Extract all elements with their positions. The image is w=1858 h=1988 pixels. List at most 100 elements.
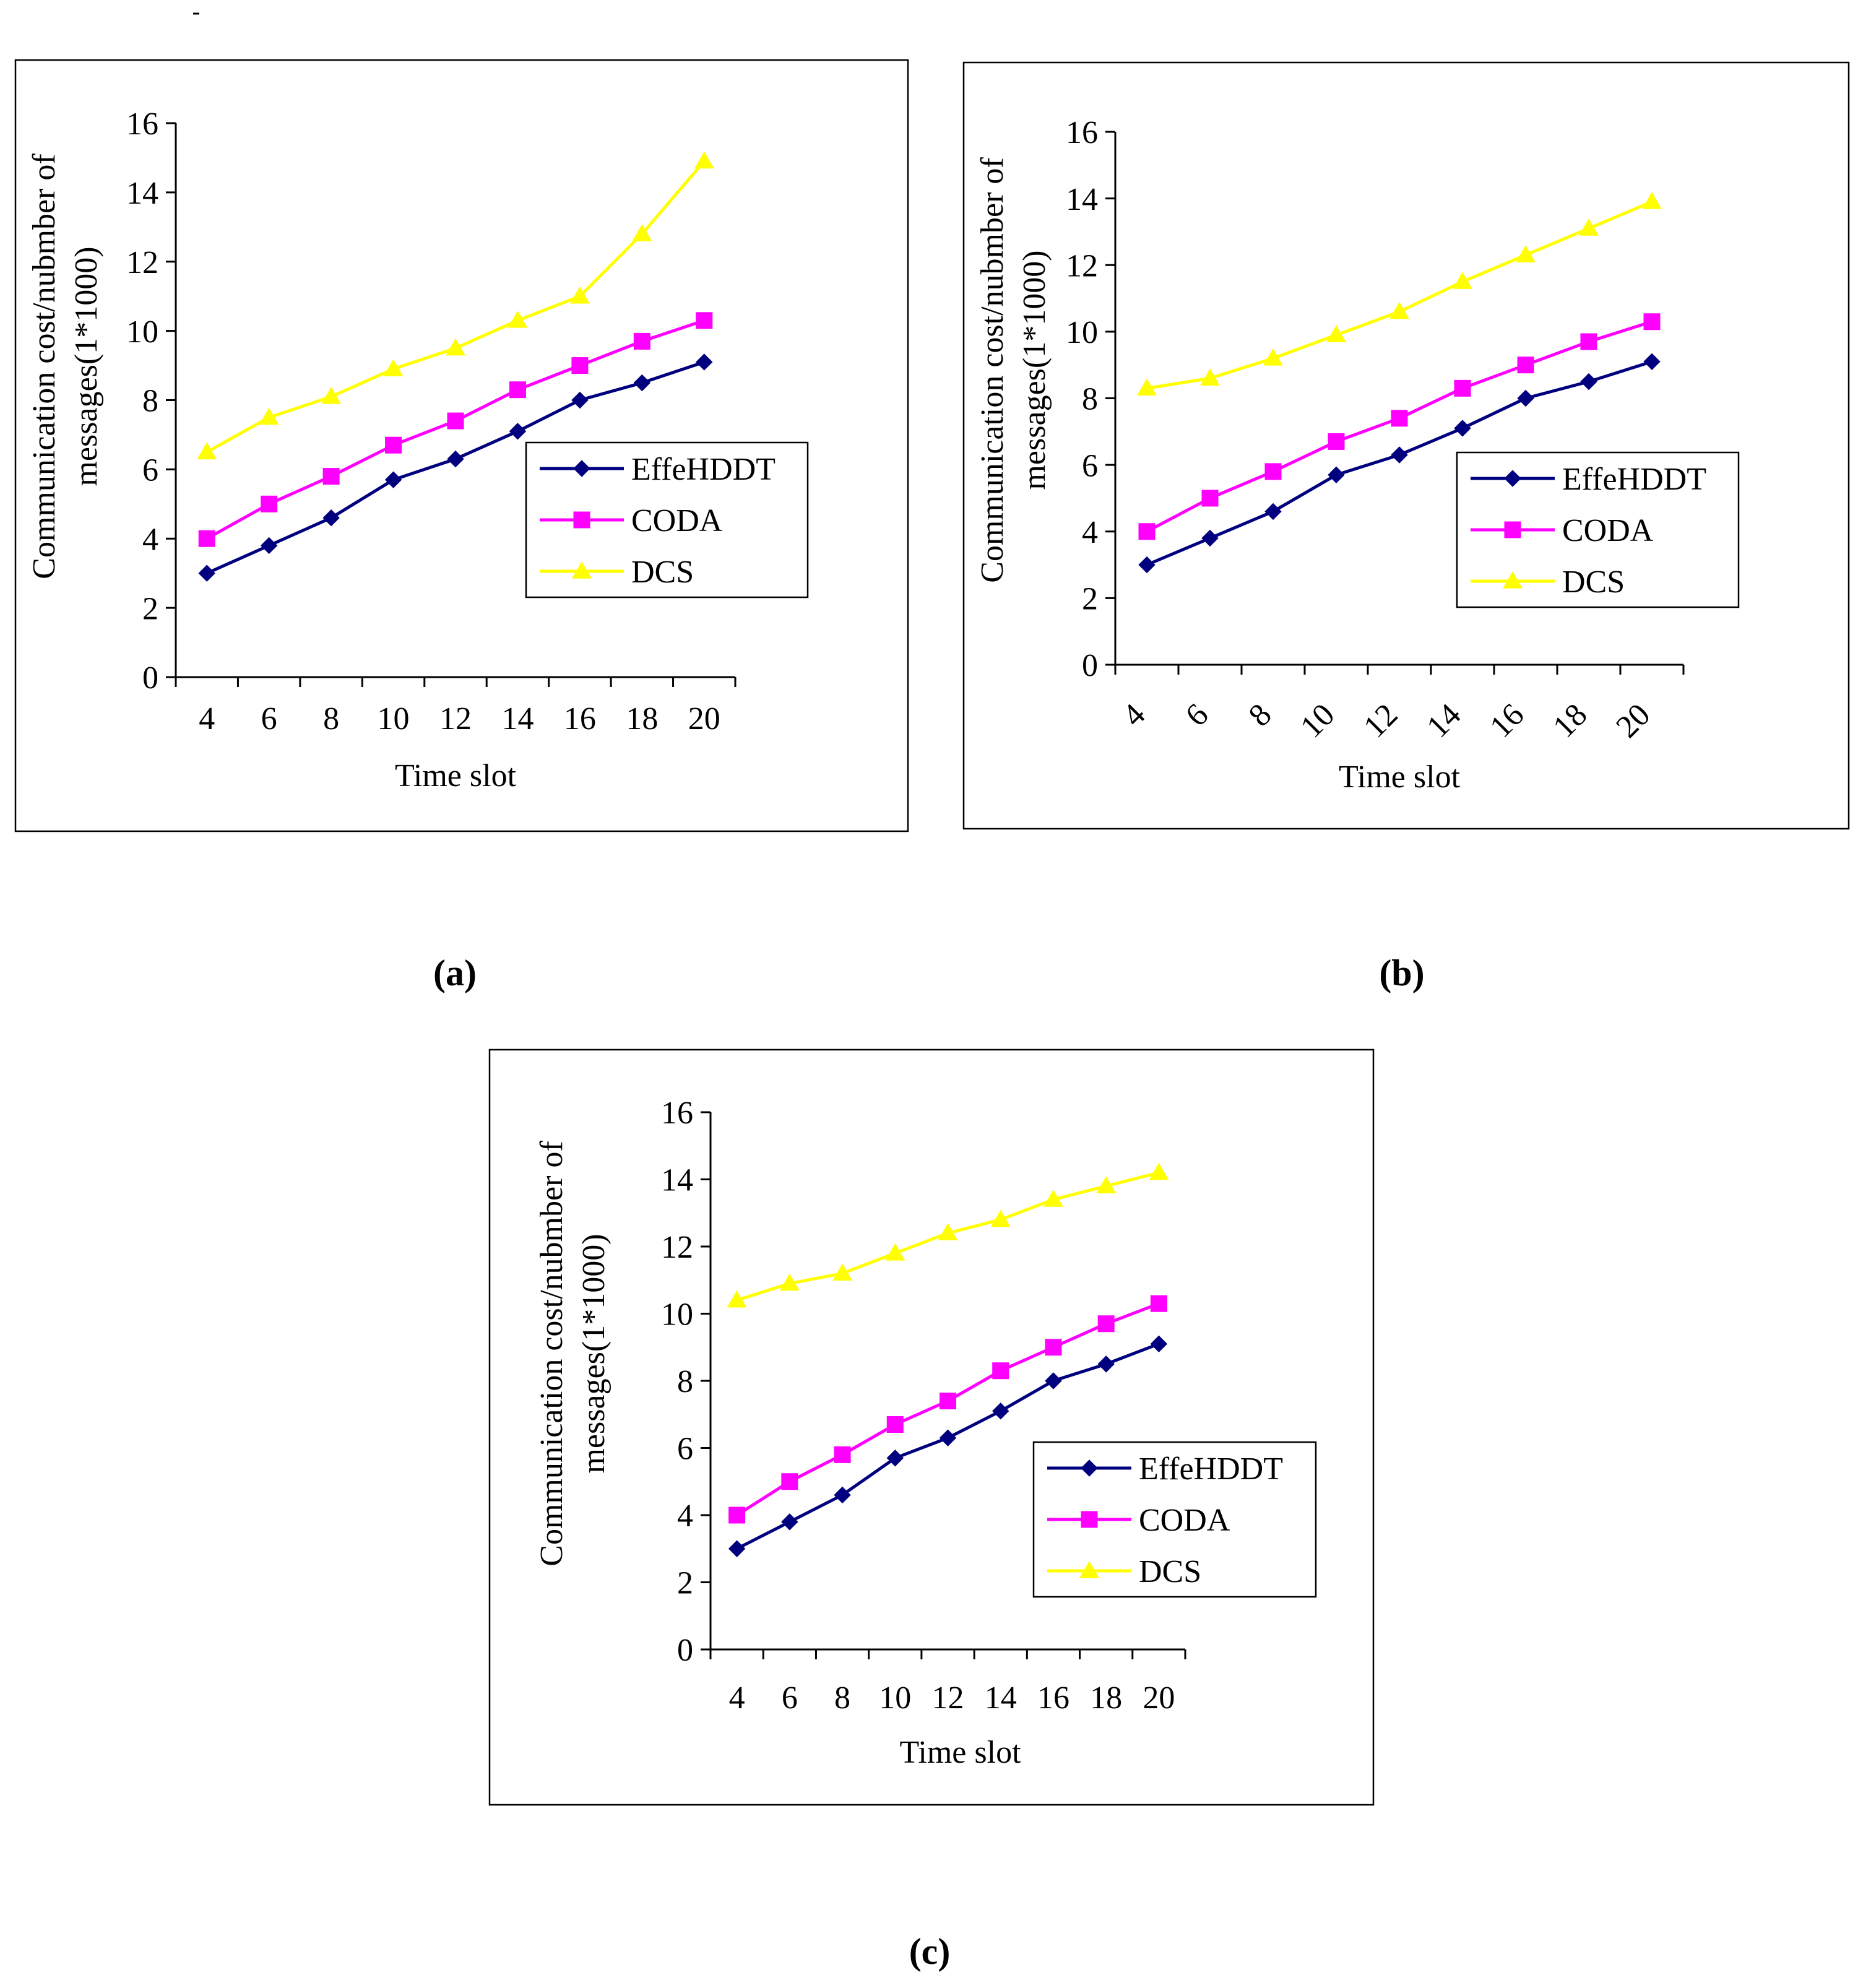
x-tick-label: 14 [501,701,534,737]
x-tick-label: 18 [1090,1680,1122,1716]
data-point-coda [781,1473,798,1490]
chart-frame [14,59,909,832]
data-point-dcs [570,286,590,304]
data-point-dcs [832,1263,852,1281]
y-tick-label: 10 [661,1297,693,1333]
x-axis-title: Time slot [395,758,517,793]
data-point-effehddt [384,471,402,488]
data-point-coda [1517,357,1534,374]
y-tick-label: 6 [142,453,158,488]
data-point-coda [447,412,464,430]
legend-label-dcs: DCS [631,555,694,590]
data-point-effehddt [1150,1335,1168,1353]
data-point-coda [728,1506,746,1524]
data-point-dcs [1096,1176,1117,1194]
legend-marker-effehddt [573,460,590,477]
data-point-dcs [1137,378,1157,396]
data-point-dcs [446,338,465,356]
y-tick-label: 2 [1082,582,1098,617]
data-point-dcs [197,442,217,460]
data-point-effehddt [1201,529,1219,547]
legend-marker-dcs [572,561,592,579]
data-point-coda [322,468,340,485]
data-point-coda [1150,1295,1167,1312]
data-point-coda [1454,379,1471,397]
data-point-effehddt [1328,466,1345,483]
y-tick-label: 0 [677,1633,693,1668]
y-tick-label: 0 [1082,648,1098,683]
x-axis-title: Time slot [899,1735,1021,1770]
data-point-effehddt [834,1486,851,1504]
data-point-effehddt [260,537,278,555]
legend-label-coda: CODA [1139,1503,1230,1538]
y-tick-label: 10 [1066,315,1098,350]
x-axis-title: Time slot [1339,759,1461,795]
data-point-dcs [1326,325,1346,343]
data-point-effehddt [633,374,651,392]
data-point-coda [571,357,589,374]
data-point-dcs [508,310,528,328]
data-point-dcs [1044,1190,1063,1207]
panel-caption: (c) [909,1931,951,1972]
data-point-effehddt [1391,446,1408,464]
y-tick-label: 8 [142,384,158,419]
data-point-coda [385,436,402,454]
data-point-coda [633,332,650,350]
x-tick-label: 4 [729,1680,745,1716]
data-point-dcs [938,1223,958,1241]
y-tick-label: 2 [677,1566,693,1601]
data-point-coda [886,1416,904,1433]
data-point-effehddt [198,564,215,582]
y-tick-label: 4 [677,1498,693,1534]
y-tick-label: 16 [661,1096,693,1131]
data-point-effehddt [571,391,589,409]
chart-frame [488,1048,1375,1806]
legend-marker-effehddt [1081,1459,1098,1477]
x-tick-label: 20 [688,701,720,737]
x-tick-label: 8 [323,701,339,737]
legend-marker-coda [1504,521,1521,538]
data-point-coda [1201,490,1219,507]
data-point-dcs [1516,245,1536,262]
x-tick-label: 10 [378,701,410,737]
data-point-dcs [727,1290,747,1308]
data-point-effehddt [1580,373,1597,391]
data-point-dcs [990,1209,1011,1227]
x-tick-label: 14 [985,1680,1017,1716]
data-point-effehddt [1045,1372,1062,1389]
data-point-dcs [1453,272,1472,289]
legend-marker-dcs [1079,1560,1099,1578]
legend-label-coda: CODA [631,503,723,538]
y-tick-label: 16 [126,106,158,142]
y-tick-label: 12 [661,1230,693,1265]
y-tick-label: 6 [677,1432,693,1467]
data-point-dcs [885,1243,905,1261]
data-point-effehddt [1517,389,1534,407]
data-point-coda [992,1362,1009,1380]
data-point-effehddt [1138,556,1156,574]
data-point-effehddt [939,1429,957,1446]
x-tick-label: 10 [879,1680,911,1716]
data-point-effehddt [1264,503,1282,521]
data-point-effehddt [322,509,340,527]
data-point-dcs [694,151,714,169]
panel-caption: (a) [433,953,477,993]
data-point-effehddt [447,450,464,468]
data-point-coda [1328,433,1345,450]
data-point-effehddt [1454,420,1471,437]
data-point-coda [261,495,278,512]
data-point-dcs [1149,1162,1169,1180]
data-point-coda [1138,523,1156,540]
legend-label-dcs: DCS [1139,1554,1201,1589]
data-point-dcs [1200,368,1220,386]
y-axis-title-line2: messages(1*1000) [1017,250,1052,490]
y-tick-label: 10 [126,314,158,350]
y-tick-label: 2 [142,591,158,626]
x-tick-label: 12 [932,1680,964,1716]
data-point-effehddt [509,423,527,440]
legend-marker-coda [1081,1511,1098,1528]
data-point-coda [1643,313,1661,331]
